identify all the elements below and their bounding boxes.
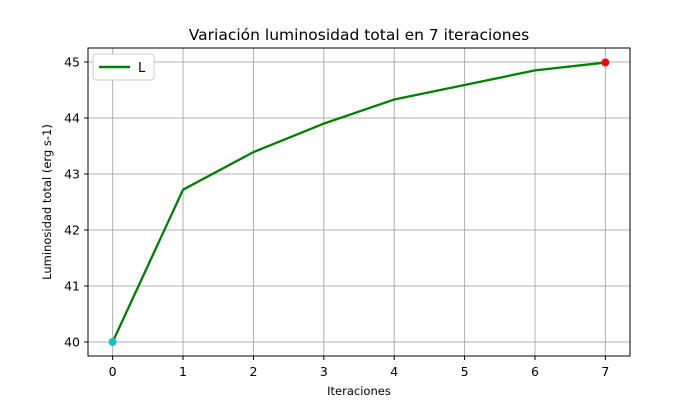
- legend: L: [92, 53, 155, 81]
- x-tick-label: 3: [320, 364, 328, 379]
- plot-frame: [87, 47, 631, 357]
- x-tick-label: 1: [179, 364, 187, 379]
- x-tick-label: 5: [461, 364, 469, 379]
- legend-label-L: L: [138, 61, 146, 76]
- y-tick-label: 45: [64, 55, 80, 70]
- y-tick-label: 44: [64, 111, 80, 126]
- series-line-L: [111, 61, 607, 344]
- series-layer: [111, 61, 607, 344]
- x-tick-label: 0: [109, 364, 117, 379]
- x-tick-label: 6: [531, 364, 539, 379]
- y-tick-label: 40: [64, 335, 80, 350]
- y-axis-label: Luminosidad total (erg s-1): [40, 124, 54, 280]
- y-tick-label: 41: [64, 279, 80, 294]
- grid: [88, 48, 630, 356]
- chart-title: Variación luminosidad total en 7 iteraci…: [189, 26, 529, 44]
- y-tick-label: 42: [64, 223, 80, 238]
- start-marker: [108, 338, 117, 346]
- end-marker: [601, 58, 610, 67]
- y-tick-label: 43: [64, 167, 80, 182]
- x-tick-label: 2: [249, 364, 257, 379]
- x-tick-label: 7: [601, 364, 609, 379]
- marker-layer: [108, 58, 610, 346]
- x-tick-label: 4: [390, 364, 398, 379]
- x-axis-label: Iteraciones: [327, 384, 391, 398]
